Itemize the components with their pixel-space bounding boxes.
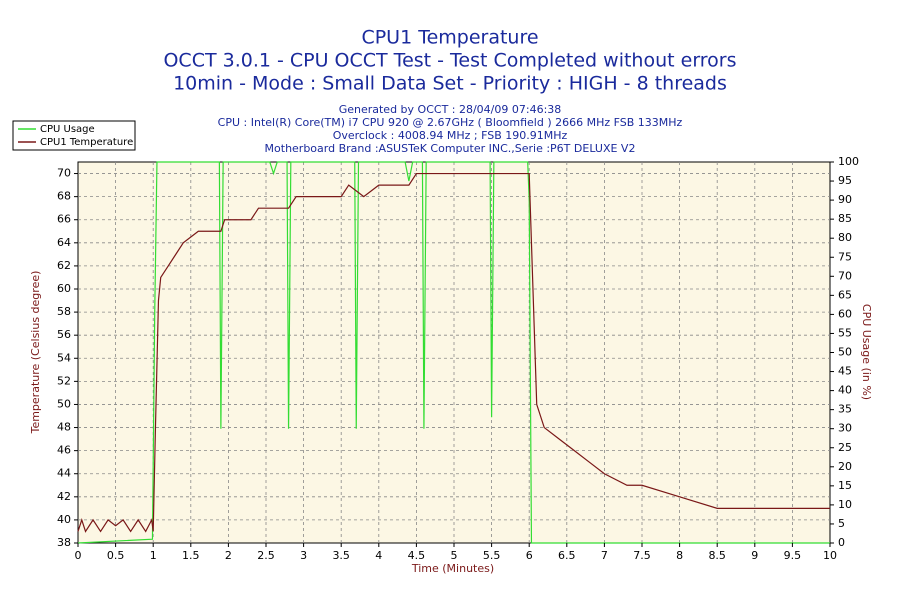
- x-tick-label: 10: [823, 549, 837, 562]
- x-tick-label: 1: [150, 549, 157, 562]
- y2-tick-label: 90: [838, 193, 852, 206]
- y2-tick-label: 85: [838, 212, 852, 225]
- y2-tick-label: 100: [838, 155, 859, 168]
- y2-tick-label: 65: [838, 288, 852, 301]
- x-tick-label: 7.5: [633, 549, 651, 562]
- legend-label: CPU Usage: [40, 124, 95, 135]
- y2-tick-label: 60: [838, 307, 852, 320]
- y-tick-label: 58: [57, 305, 71, 318]
- chart-title: CPU1 Temperature: [361, 27, 538, 49]
- x-tick-label: 3: [300, 549, 307, 562]
- x-tick-label: 2: [225, 549, 232, 562]
- x-tick-label: 8.5: [708, 549, 726, 562]
- x-tick-label: 3.5: [332, 549, 350, 562]
- y-tick-label: 64: [57, 236, 71, 249]
- info-line: CPU : Intel(R) Core(TM) i7 CPU 920 @ 2.6…: [218, 116, 683, 129]
- y2-tick-label: 5: [838, 517, 845, 530]
- x-tick-label: 4.5: [408, 549, 426, 562]
- y-tick-label: 50: [57, 397, 71, 410]
- y-tick-label: 44: [57, 467, 71, 480]
- y-tick-label: 60: [57, 282, 71, 295]
- x-tick-label: 4: [375, 549, 382, 562]
- x-tick-label: 5: [451, 549, 458, 562]
- plot-area: [77, 161, 831, 544]
- y-tick-label: 70: [57, 167, 71, 180]
- y-tick-label: 40: [57, 513, 71, 526]
- y-tick-label: 62: [57, 259, 71, 272]
- x-tick-label: 0: [75, 549, 82, 562]
- y2-tick-label: 0: [838, 536, 845, 549]
- y-tick-label: 54: [57, 351, 71, 364]
- y2-tick-label: 45: [838, 365, 852, 378]
- x-tick-label: 0.5: [107, 549, 125, 562]
- y-tick-label: 68: [57, 190, 71, 203]
- y2-tick-label: 35: [838, 403, 852, 416]
- x-tick-label: 2.5: [257, 549, 275, 562]
- y2-axis-label: CPU Usage (in %): [860, 304, 873, 400]
- y2-tick-label: 20: [838, 460, 852, 473]
- y-tick-label: 46: [57, 444, 71, 457]
- x-tick-label: 7: [601, 549, 608, 562]
- legend: [12, 120, 136, 151]
- y2-tick-label: 50: [838, 346, 852, 359]
- info-line: Overclock : 4008.94 MHz ; FSB 190.91MHz: [333, 129, 568, 142]
- y-tick-label: 52: [57, 374, 71, 387]
- x-tick-label: 6: [526, 549, 533, 562]
- y2-tick-label: 95: [838, 174, 852, 187]
- y2-tick-label: 15: [838, 479, 852, 492]
- y-tick-label: 56: [57, 328, 71, 341]
- y2-tick-label: 80: [838, 231, 852, 244]
- x-tick-label: 9.5: [784, 549, 802, 562]
- y2-tick-label: 75: [838, 250, 852, 263]
- y-tick-label: 66: [57, 213, 71, 226]
- info-line: Generated by OCCT : 28/04/09 07:46:38: [339, 103, 562, 116]
- series-line: [77, 161, 830, 544]
- y-tick-label: 38: [57, 536, 71, 549]
- y2-tick-label: 25: [838, 441, 852, 454]
- y2-tick-label: 10: [838, 498, 852, 511]
- legend-label: CPU1 Temperature: [40, 137, 133, 148]
- x-tick-label: 9: [751, 549, 758, 562]
- y-tick-label: 48: [57, 421, 71, 434]
- chart-subtitle: OCCT 3.0.1 - CPU OCCT Test - Test Comple…: [163, 50, 736, 72]
- y-axis-label: Temperature (Celsius degree): [29, 271, 42, 435]
- x-tick-label: 1.5: [182, 549, 200, 562]
- x-tick-label: 8: [676, 549, 683, 562]
- y2-tick-label: 30: [838, 422, 852, 435]
- y2-tick-label: 70: [838, 269, 852, 282]
- y-tick-label: 42: [57, 490, 71, 503]
- y2-tick-label: 40: [838, 384, 852, 397]
- y2-tick-label: 55: [838, 326, 852, 339]
- info-line: Motherboard Brand :ASUSTeK Computer INC.…: [265, 142, 636, 155]
- x-axis-label: Time (Minutes): [411, 562, 494, 575]
- chart-subtitle: 10min - Mode : Small Data Set - Priority…: [173, 73, 727, 95]
- x-tick-label: 6.5: [558, 549, 576, 562]
- series-line: [77, 172, 830, 533]
- x-tick-label: 5.5: [483, 549, 501, 562]
